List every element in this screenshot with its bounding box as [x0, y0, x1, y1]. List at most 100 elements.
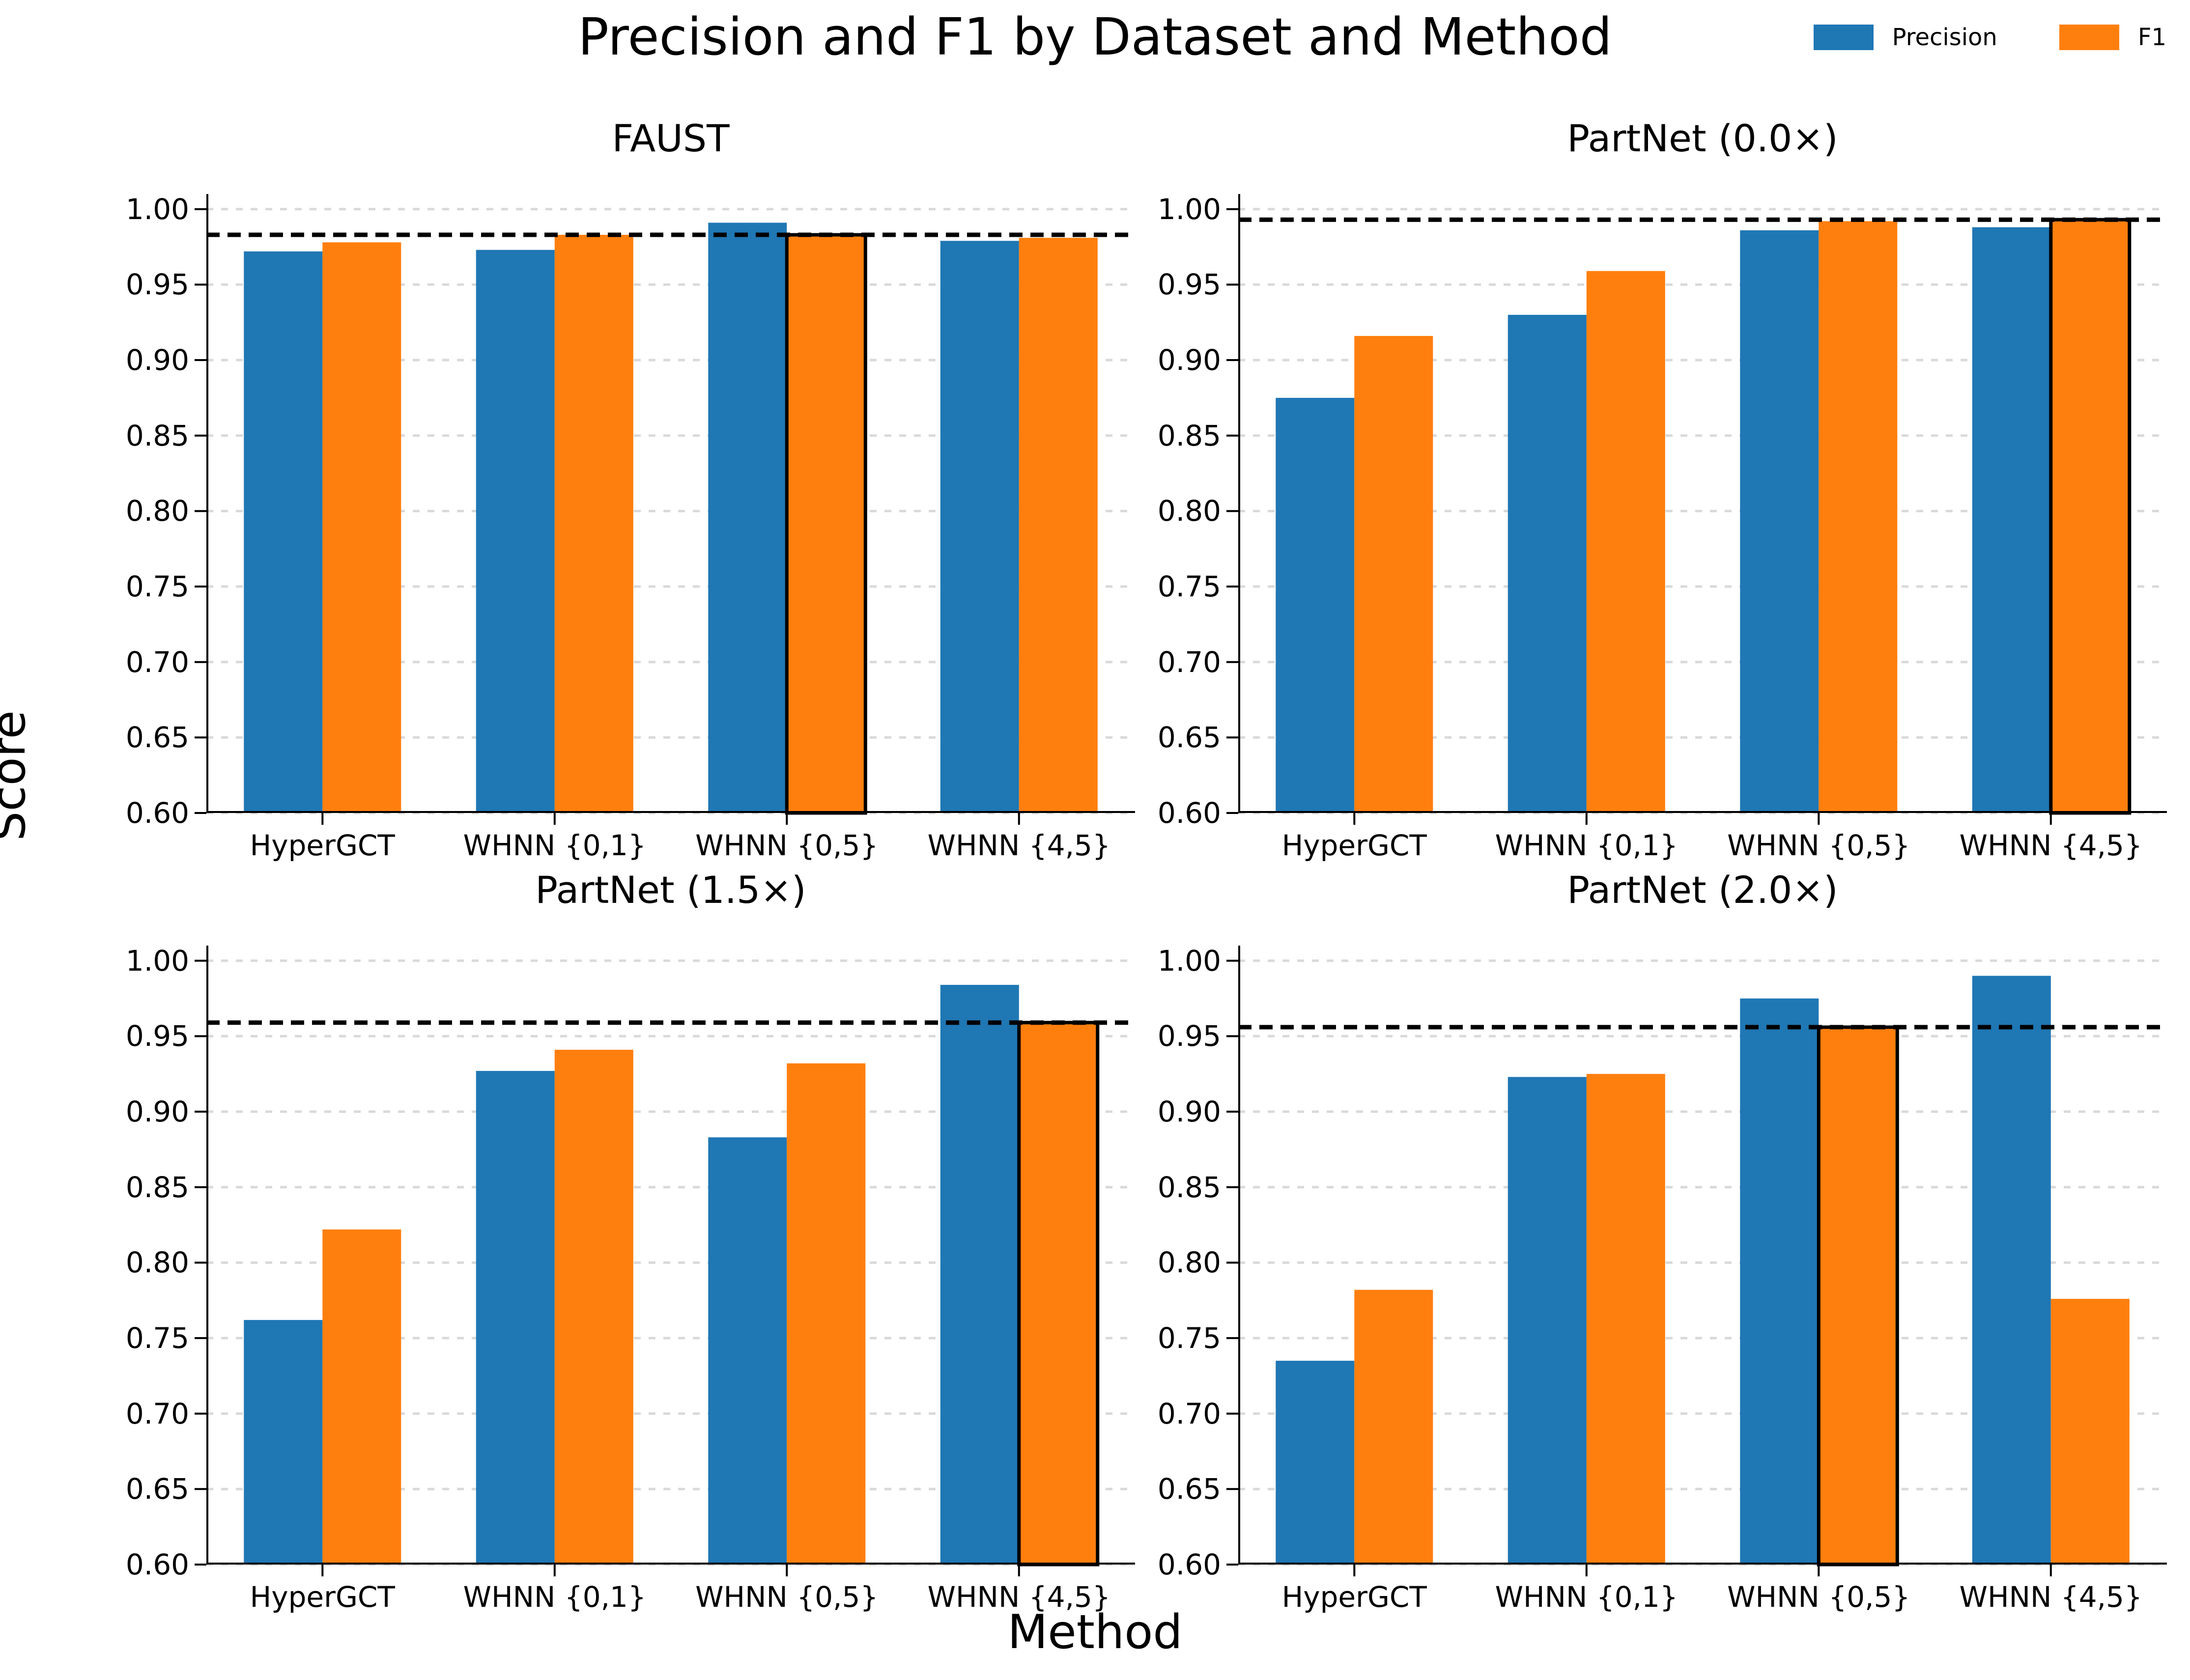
bar-precision-1	[476, 250, 555, 813]
y-tick-label: 1.00	[125, 192, 189, 226]
x-tick-label: WHNN {0,1}	[1495, 1580, 1678, 1614]
x-axis-label: Method	[1007, 1605, 1183, 1659]
subplot-partnet-0-0: PartNet (0.0×) 0.60 0.65 0.70 0.75 0.80 0.85 0.…	[1158, 116, 2167, 861]
bar-precision-3	[940, 241, 1019, 813]
y-tick-label: 0.95	[1157, 1019, 1221, 1053]
y-tick-label: 0.95	[125, 268, 189, 302]
y-axis-label: Score	[0, 710, 36, 841]
subplot-partnet-1-5: PartNet (1.5×) 0.60 0.65 0.70 0.75 0.80 0.85 0.…	[126, 868, 1135, 1613]
y-tick-label: 0.90	[125, 1095, 189, 1129]
bar-precision-1	[1507, 1077, 1587, 1565]
y-tick-label: 0.90	[125, 343, 189, 377]
bar-precision-2	[1740, 998, 1819, 1565]
y-tick-label: 0.85	[1157, 1170, 1221, 1204]
subplot-title: PartNet (1.5×)	[535, 868, 806, 912]
figure-title: Precision and F1 by Dataset and Method	[578, 7, 1612, 67]
bar-f1-1	[554, 1050, 633, 1565]
bar-precision-2	[708, 223, 787, 813]
y-tick-label: 0.75	[1157, 570, 1221, 604]
y-tick-label: 0.80	[1157, 494, 1221, 528]
bar-f1-3	[2049, 218, 2132, 815]
bar-precision-1	[1507, 314, 1587, 813]
x-tick-label: WHNN {0,5}	[695, 1580, 879, 1614]
y-tick-label: 0.80	[125, 494, 189, 528]
y-tick-label: 0.65	[125, 1472, 189, 1506]
bar-precision-0	[244, 251, 323, 813]
x-tick-label: WHNN {4,5}	[927, 829, 1110, 862]
bar-f1-2	[1817, 1025, 1899, 1567]
y-tick-label: 0.70	[1157, 1397, 1221, 1430]
x-tick-label: HyperGCT	[250, 1580, 395, 1614]
bar-f1-1	[1586, 271, 1665, 813]
y-tick-label: 0.60	[125, 796, 189, 830]
x-tick-label: WHNN {0,1}	[463, 1580, 646, 1614]
y-tick-label: 0.75	[125, 570, 189, 604]
bar-f1-0	[322, 1229, 401, 1565]
bar-precision-3	[1972, 976, 2051, 1565]
legend-label-precision: Precision	[1892, 24, 1997, 51]
legend-swatch-f1	[2059, 25, 2119, 50]
y-tick-label: 0.60	[125, 1548, 189, 1581]
plot-area	[195, 194, 1135, 825]
y-tick-label: 0.80	[1157, 1246, 1221, 1280]
y-tick-label: 0.85	[125, 419, 189, 452]
bar-f1-3	[1019, 238, 1098, 813]
bar-precision-3	[1972, 227, 2051, 813]
bar-f1-0	[322, 242, 401, 813]
plot-area	[195, 946, 1135, 1576]
y-tick-label: 0.80	[125, 1246, 189, 1280]
y-tick-label: 0.65	[1157, 721, 1221, 755]
y-tick-label: 0.85	[1157, 419, 1221, 452]
y-tick-label: 1.00	[1157, 944, 1221, 978]
y-tick-label: 0.70	[1157, 645, 1221, 679]
legend: Precision F1	[1813, 24, 2166, 51]
x-tick-label: WHNN {0,1}	[1495, 829, 1678, 862]
y-tick-label: 0.85	[125, 1170, 189, 1204]
bar-f1-1	[1586, 1074, 1665, 1565]
x-tick-label: WHNN {0,5}	[1727, 829, 1910, 862]
x-tick-label: HyperGCT	[1281, 829, 1427, 862]
bar-precision-2	[708, 1137, 787, 1565]
plot-area	[1226, 194, 2167, 825]
bar-f1-2	[785, 233, 867, 815]
y-tick-label: 0.60	[1157, 1548, 1221, 1581]
x-tick-label: HyperGCT	[250, 829, 395, 862]
legend-swatch-precision	[1813, 25, 1874, 50]
subplot-partnet-2-0: PartNet (2.0×) 0.60 0.65 0.70 0.75 0.80 0.85 0.…	[1158, 868, 2167, 1613]
plot-area	[1226, 946, 2167, 1576]
y-tick-label: 0.70	[125, 645, 189, 679]
y-tick-label: 0.95	[125, 1019, 189, 1053]
x-tick-label: WHNN {0,1}	[463, 829, 646, 862]
x-tick-label: WHNN {0,5}	[1727, 1580, 1910, 1614]
bar-precision-0	[1276, 397, 1355, 813]
y-tick-label: 0.75	[125, 1321, 189, 1355]
y-tick-label: 0.95	[1157, 268, 1221, 302]
bar-f1-2	[1819, 221, 1898, 813]
bar-f1-0	[1354, 336, 1433, 813]
y-tick-label: 0.90	[1157, 1095, 1221, 1129]
x-tick-label: HyperGCT	[1281, 1580, 1427, 1614]
y-tick-label: 1.00	[125, 944, 189, 978]
y-tick-label: 0.60	[1157, 796, 1221, 830]
x-tick-label: WHNN {4,5}	[1959, 829, 2142, 862]
bar-f1-3	[1017, 1021, 1100, 1567]
bar-precision-0	[244, 1320, 323, 1565]
bar-f1-0	[1354, 1289, 1433, 1565]
bar-precision-1	[476, 1071, 555, 1565]
bar-precision-2	[1740, 230, 1819, 813]
x-tick-label: WHNN {4,5}	[927, 1580, 1110, 1614]
y-tick-label: 0.65	[1157, 1472, 1221, 1506]
y-tick-label: 0.65	[125, 721, 189, 755]
bar-f1-1	[554, 235, 633, 813]
subplot-title: PartNet (0.0×)	[1567, 116, 1838, 160]
subplot-faust: FAUST 0.60 0.65 0.70 0.75 0.80 0.85 0.90 0.95 1.0…	[126, 116, 1135, 861]
bar-precision-0	[1276, 1361, 1355, 1565]
x-tick-label: WHNN {4,5}	[1959, 1580, 2142, 1614]
bar-precision-3	[940, 984, 1019, 1565]
legend-label-f1: F1	[2137, 24, 2166, 51]
bar-f1-3	[2050, 1299, 2130, 1565]
y-tick-label: 1.00	[1157, 192, 1221, 226]
x-tick-label: WHNN {0,5}	[695, 829, 879, 862]
y-tick-label: 0.90	[1157, 343, 1221, 377]
